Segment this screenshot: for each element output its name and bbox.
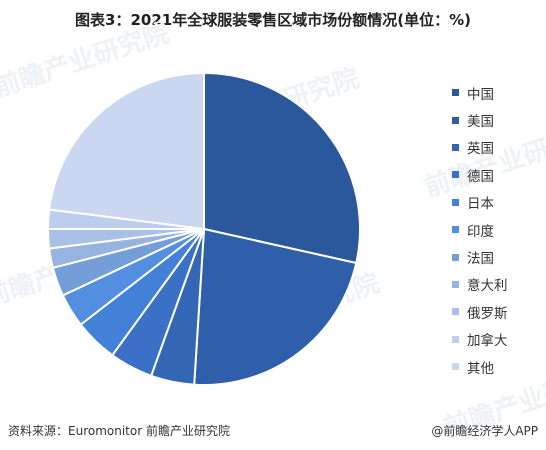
legend-swatch: [452, 308, 459, 316]
legend-item: 俄罗斯: [452, 298, 508, 325]
legend-item: 德国: [452, 161, 508, 188]
source-note: 资料来源：Euromonitor 前瞻产业研究院: [8, 424, 230, 438]
legend-item: 日本: [452, 189, 508, 216]
legend-item: 其他: [452, 353, 508, 380]
legend-swatch: [452, 253, 459, 261]
pie-slice-美国: [193, 227, 358, 386]
legend-label: 德国: [467, 168, 494, 185]
legend-item: 法国: [452, 243, 508, 270]
legend-item: 加拿大: [452, 326, 508, 353]
brand-credit: @前瞻经济学人APP: [431, 424, 538, 438]
pie-slice-中国: [203, 71, 361, 265]
legend-label: 其他: [467, 360, 494, 377]
legend-item: 英国: [452, 134, 508, 161]
legend-swatch: [452, 89, 459, 97]
legend-swatch: [452, 280, 459, 288]
legend-swatch: [452, 116, 459, 124]
legend-label: 加拿大: [467, 333, 508, 350]
legend-swatch: [452, 198, 459, 206]
legend-item: 美国: [452, 106, 508, 133]
legend-label: 英国: [467, 141, 494, 158]
legend-label: 俄罗斯: [467, 305, 508, 322]
chart-legend: 中国美国英国德国日本印度法国意大利俄罗斯加拿大其他: [452, 79, 508, 380]
chart-title: 图表3：2021年全球服装零售区域市场份额情况(单位：%): [75, 11, 471, 29]
legend-swatch: [452, 335, 459, 343]
legend-label: 印度: [467, 223, 494, 240]
legend-swatch: [452, 363, 459, 371]
legend-swatch: [452, 143, 459, 151]
legend-label: 意大利: [467, 278, 508, 295]
legend-label: 中国: [467, 86, 494, 103]
legend-label: 法国: [467, 251, 494, 268]
pie-slice-其他: [48, 71, 205, 231]
legend-label: 日本: [467, 196, 494, 213]
legend-label: 美国: [467, 114, 494, 131]
legend-item: 印度: [452, 216, 508, 243]
legend-swatch: [452, 226, 459, 234]
legend-swatch: [452, 171, 459, 179]
legend-item: 中国: [452, 79, 508, 106]
legend-item: 意大利: [452, 271, 508, 298]
